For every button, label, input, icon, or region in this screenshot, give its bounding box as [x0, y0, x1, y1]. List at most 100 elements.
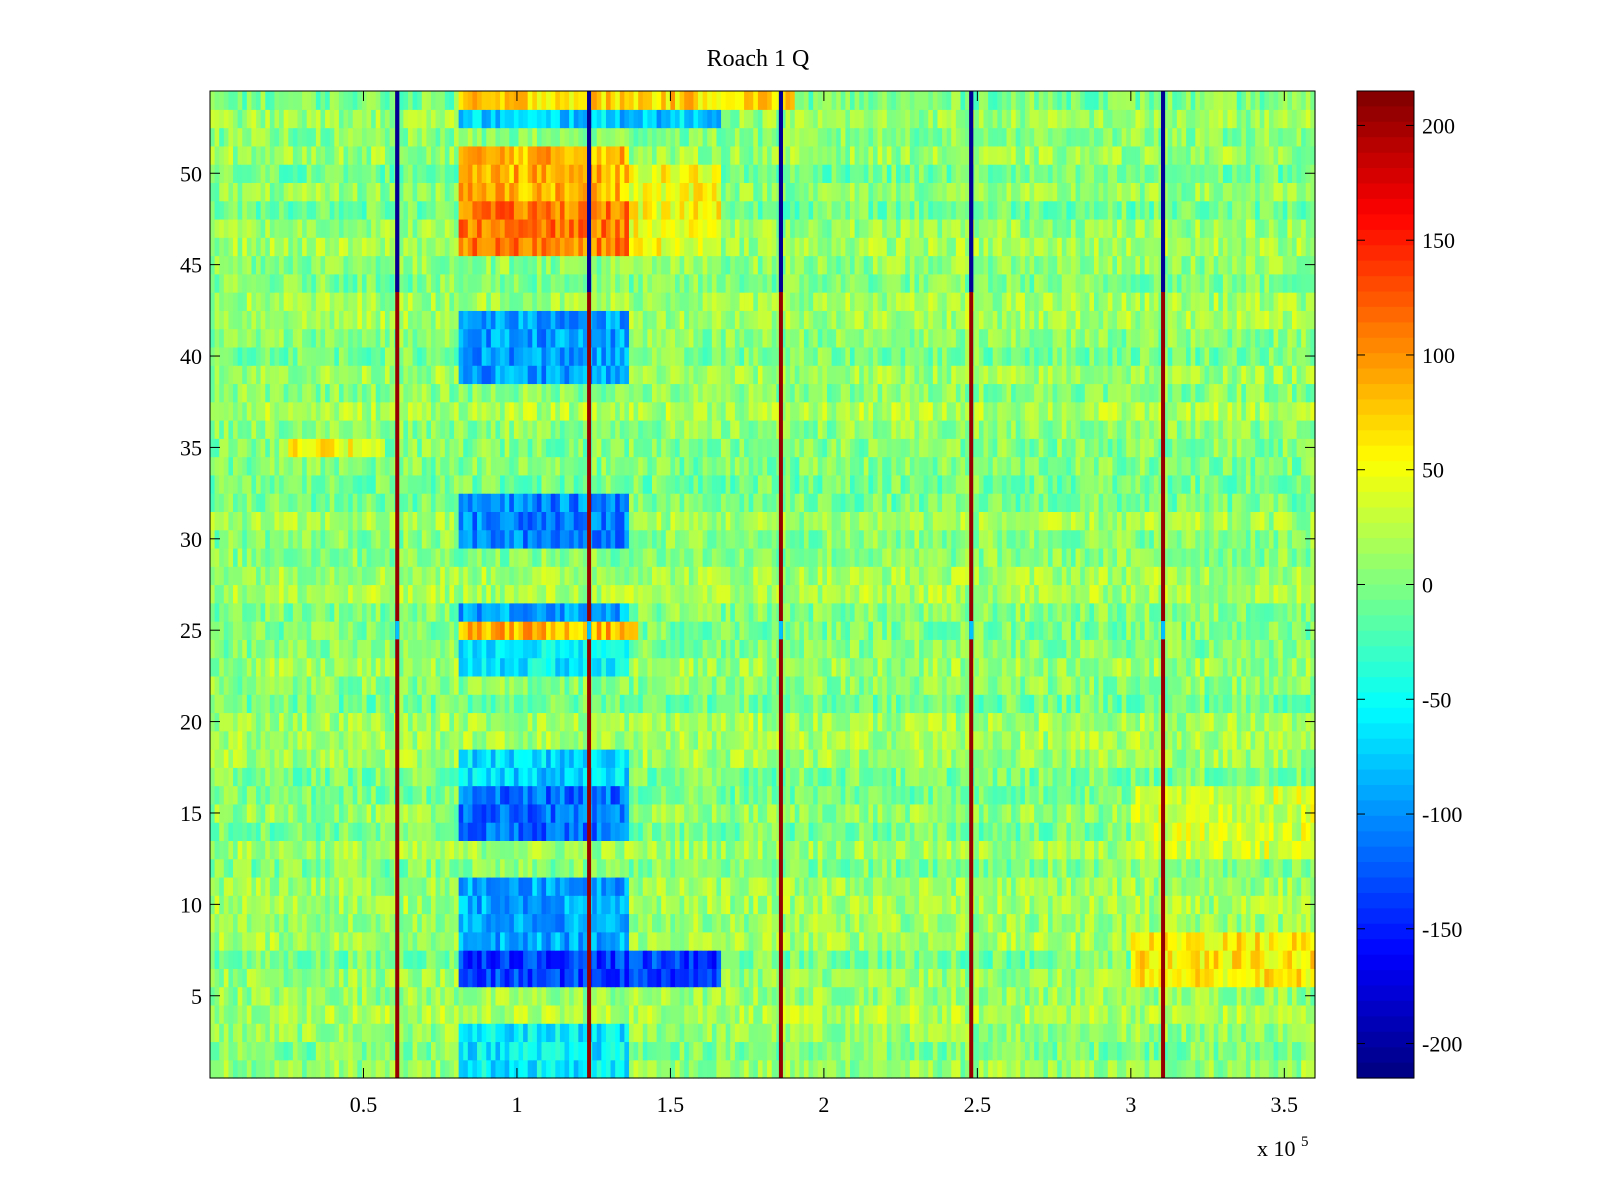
- heatmap-cell: [780, 749, 787, 768]
- heatmap-cell: [1075, 822, 1081, 841]
- heatmap-cell: [794, 1041, 800, 1061]
- heatmap-cell: [523, 803, 529, 823]
- heatmap-cell: [1149, 822, 1155, 841]
- heatmap-cell: [642, 767, 648, 787]
- heatmap-cell: [661, 822, 667, 841]
- heatmap-cell: [509, 913, 515, 933]
- heatmap-cell: [1163, 1004, 1169, 1024]
- heatmap-cell: [325, 767, 331, 787]
- heatmap-cell: [481, 785, 487, 805]
- heatmap-cell: [1158, 785, 1164, 805]
- heatmap-cell: [831, 1023, 837, 1043]
- heatmap-cell: [882, 913, 888, 933]
- heatmap-cell: [1282, 858, 1288, 878]
- heatmap-cell: [826, 767, 833, 787]
- heatmap-cell: [1255, 840, 1261, 860]
- heatmap-cell: [569, 694, 575, 714]
- heatmap-cell: [463, 1004, 469, 1024]
- heatmap-cell: [1176, 913, 1183, 933]
- heatmap-cell: [357, 931, 363, 951]
- heatmap-cell: [527, 895, 533, 915]
- heatmap-cell: [463, 1023, 469, 1043]
- heatmap-cell: [371, 694, 377, 714]
- heatmap-cell: [1287, 931, 1293, 951]
- heatmap-cell: [1112, 822, 1118, 841]
- heatmap-cell: [1176, 986, 1183, 1006]
- heatmap-cell: [624, 785, 630, 805]
- heatmap-cell: [380, 712, 386, 732]
- heatmap-cell: [1098, 785, 1104, 805]
- heatmap-cell: [1061, 1059, 1067, 1079]
- heatmap-cell: [518, 749, 524, 768]
- heatmap-cell: [380, 694, 386, 714]
- heatmap-cell: [619, 840, 625, 860]
- heatmap-cell: [785, 858, 791, 878]
- heatmap-cell: [909, 749, 916, 768]
- heatmap-cell: [578, 931, 584, 951]
- heatmap-cell: [955, 1059, 962, 1079]
- heatmap-cell: [601, 822, 607, 841]
- heatmap-cell: [320, 895, 326, 915]
- heatmap-cell: [919, 858, 925, 878]
- heatmap-cell: [1291, 712, 1298, 732]
- heatmap-cell: [1199, 767, 1206, 787]
- heatmap-cell: [1024, 730, 1031, 750]
- heatmap-cell: [210, 785, 216, 805]
- heatmap-cell: [997, 876, 1003, 896]
- heatmap-cell: [306, 913, 312, 933]
- heatmap-cell: [1218, 1023, 1224, 1043]
- heatmap-cell: [366, 803, 372, 823]
- heatmap-cell: [771, 767, 777, 787]
- heatmap-cell: [744, 858, 750, 878]
- heatmap-cell: [334, 712, 340, 732]
- heatmap-cell: [983, 730, 989, 750]
- heatmap-cell: [1094, 986, 1100, 1006]
- heatmap-cell: [711, 785, 718, 805]
- heatmap-cell: [1024, 950, 1031, 969]
- heatmap-cell: [905, 1004, 911, 1024]
- heatmap-cell: [822, 1004, 828, 1024]
- heatmap-cell: [592, 694, 598, 714]
- heatmap-cell: [486, 1059, 492, 1079]
- heatmap-cell: [1190, 950, 1196, 969]
- heatmap-cell: [426, 840, 432, 860]
- heatmap-cell: [1149, 858, 1155, 878]
- heatmap-cell: [214, 785, 220, 805]
- heatmap-cell: [1305, 876, 1311, 896]
- heatmap-cell: [1015, 986, 1021, 1006]
- heatmap-cell: [698, 968, 704, 988]
- heatmap-cell: [633, 895, 639, 915]
- heatmap-cell: [923, 694, 929, 714]
- heatmap-cell: [790, 1041, 796, 1061]
- heatmap-cell: [928, 1023, 934, 1043]
- heatmap-cell: [1167, 840, 1173, 860]
- heatmap-cell: [256, 803, 262, 823]
- heatmap-cell: [605, 1023, 612, 1043]
- heatmap-cell: [486, 803, 492, 823]
- heatmap-cell: [454, 1059, 460, 1079]
- heatmap-cell: [389, 840, 395, 860]
- heatmap-cell: [343, 895, 349, 915]
- heatmap-cell: [716, 913, 722, 933]
- heatmap-cell: [988, 694, 994, 714]
- heatmap-cell: [684, 876, 690, 896]
- heatmap-cell: [269, 950, 276, 969]
- heatmap-cell: [1135, 895, 1141, 915]
- heatmap-cell: [610, 822, 616, 841]
- heatmap-cell: [900, 822, 906, 841]
- heatmap-cell: [398, 730, 404, 750]
- heatmap-cell: [449, 876, 455, 896]
- heatmap-cell: [454, 767, 460, 787]
- heatmap-cell: [426, 749, 432, 768]
- heatmap-cell: [1301, 749, 1307, 768]
- heatmap-cell: [1029, 913, 1035, 933]
- heatmap-cell: [251, 950, 257, 969]
- heatmap-cell: [647, 749, 653, 768]
- heatmap-cell: [771, 1041, 777, 1061]
- heatmap-cell: [863, 840, 869, 860]
- heatmap-cell: [960, 1023, 966, 1043]
- heatmap-cell: [463, 803, 469, 823]
- heatmap-cell: [868, 986, 874, 1006]
- heatmap-cell: [849, 822, 856, 841]
- heatmap-cell: [914, 858, 920, 878]
